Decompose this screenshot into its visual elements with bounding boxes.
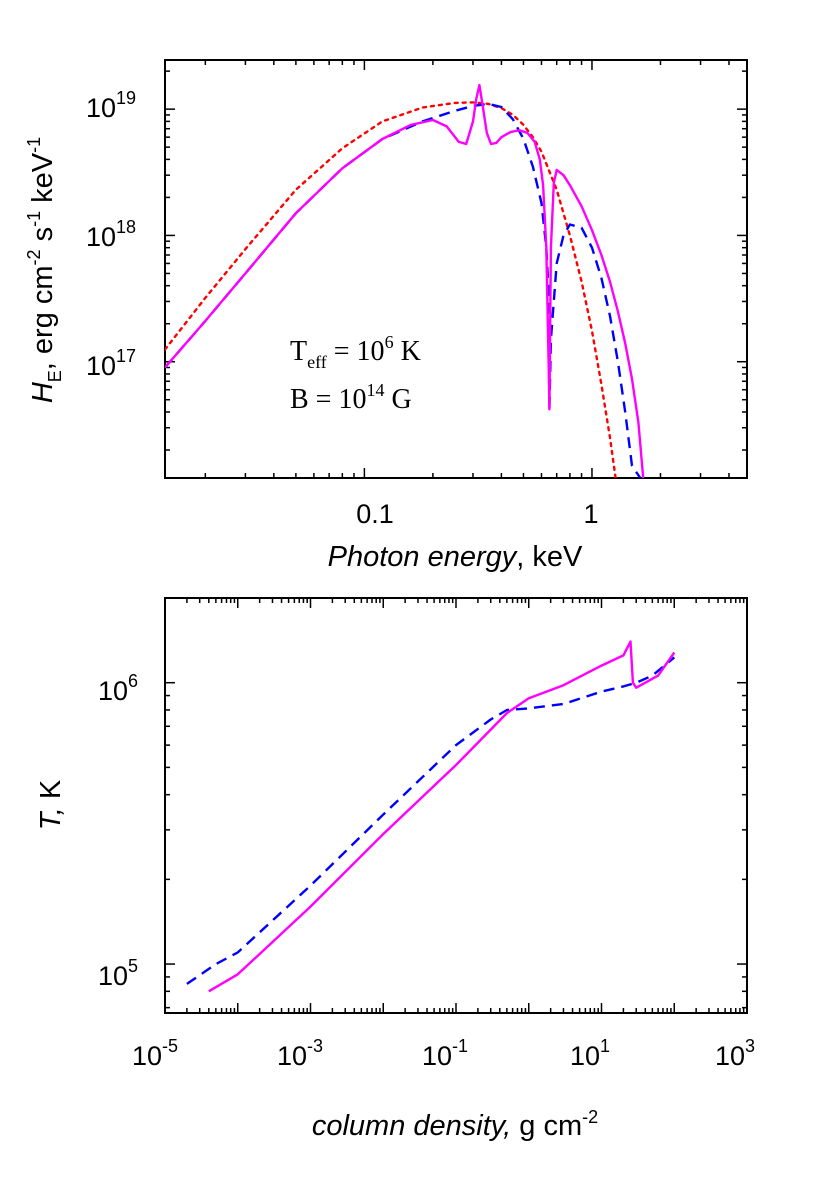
spectrum-plot-frame (164, 59, 748, 479)
spectrum-x-axis-title: Photon energy, keV (328, 541, 583, 573)
teff-annotation: Teff = 106 K (290, 332, 421, 372)
spectrum-y-axis-title: HE, erg cm-2 s-1 keV-1 (24, 137, 65, 403)
density-x-tick-label: 101 (570, 1036, 610, 1071)
density-x-tick-label: 103 (715, 1036, 755, 1071)
density-x-tick-label: 10-3 (277, 1036, 323, 1071)
spectrum-y-tick-label: 1017 (86, 346, 136, 381)
spectrum-series (165, 83, 645, 478)
spectrum-y-tick-label: 1018 (86, 217, 136, 252)
temperature-y-tick-label: 106 (98, 671, 138, 706)
temperature-series-dashed-line (186, 656, 676, 985)
temperature-panel: 10-5 10-3 10-1 101 103 105 106 column de… (35, 597, 755, 1142)
spectrum-series-solid-line (165, 83, 645, 478)
temperature-y-axis-title: T, K (35, 779, 67, 830)
temperature-series-solid-line (208, 640, 676, 993)
density-x-axis-title: column density, g cm-2 (312, 1107, 598, 1142)
temperature-y-tick-label: 105 (98, 956, 138, 991)
spectrum-panel: 0.1 1 1017 1018 1019 Photon energy, keV … (24, 59, 748, 573)
temperature-series (186, 640, 676, 993)
temperature-plot-frame (164, 597, 748, 1014)
temperature-axis-ticks (164, 597, 748, 1013)
density-x-tick-label: 10-1 (422, 1036, 468, 1071)
spectrum-x-tick-label: 0.1 (356, 499, 394, 529)
spectrum-y-tick-label: 1019 (86, 88, 136, 123)
spectrum-x-tick-label: 1 (583, 499, 598, 529)
bfield-annotation: B = 1014 G (290, 380, 412, 415)
density-x-tick-label: 10-5 (132, 1036, 178, 1071)
spectrum-series-dashed-line (165, 102, 642, 478)
spectrum-axis-ticks (165, 60, 747, 478)
